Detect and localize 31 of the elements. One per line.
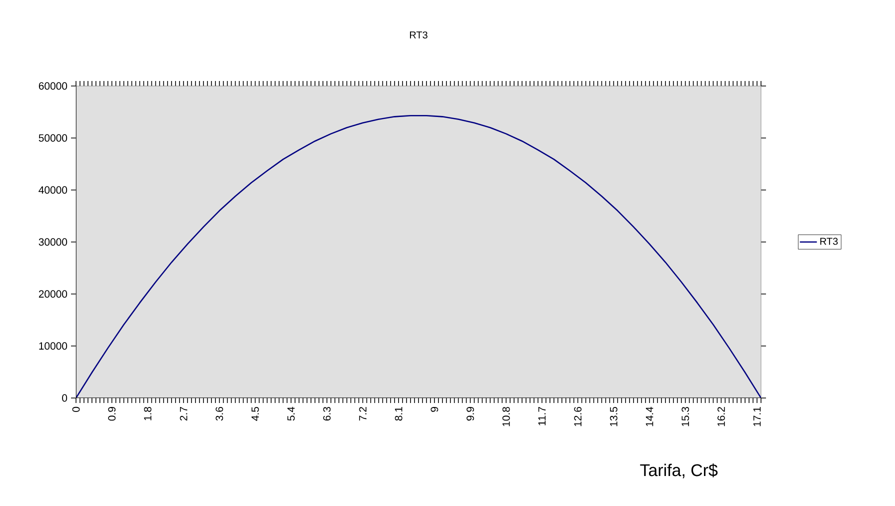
line-series	[76, 114, 762, 398]
x-tick-label: 5.4	[287, 406, 295, 421]
x-tick-label: 4.5	[252, 406, 259, 421]
x-tick-label: 11.7	[538, 407, 546, 426]
x-tick-label: 10.8	[502, 406, 510, 426]
y-tick-label: 30000	[38, 238, 68, 246]
x-tick-label: 0.9	[108, 407, 116, 421]
y-tick-label: 50000	[38, 134, 68, 142]
x-tick-label: 17.1	[753, 407, 761, 426]
x-tick-label: 7.2	[359, 407, 366, 421]
x-tick-label: 0	[72, 406, 80, 412]
x-tick-label: 1.8	[144, 406, 152, 420]
y-tick-label: 20000	[38, 290, 68, 298]
x-tick-label: 8.1	[394, 407, 402, 421]
y-tick-label: 10000	[39, 342, 68, 350]
x-axis-title: Tarifa, Cr$	[640, 464, 718, 478]
x-tick-label: 15.3	[682, 406, 690, 426]
y-tick-label: 60000	[38, 82, 68, 90]
x-tick-label: 13.5	[610, 406, 618, 426]
x-tick-label: 2.7	[180, 407, 188, 421]
x-tick-label: 9.9	[466, 407, 474, 421]
legend-label: RT3	[820, 238, 838, 245]
x-tick-label: 16.2	[717, 407, 725, 426]
y-tick-label: 40000	[38, 186, 68, 194]
x-tick-label: 14.4	[646, 406, 654, 426]
y-tick-label: 0	[62, 394, 68, 402]
chart-title: RT3	[410, 31, 428, 38]
x-tick-label: 3.6	[216, 406, 224, 421]
x-tick-label: 12.6	[574, 406, 582, 426]
x-tick-label: 6.3	[323, 406, 331, 421]
x-tick-label: 9	[430, 407, 438, 412]
